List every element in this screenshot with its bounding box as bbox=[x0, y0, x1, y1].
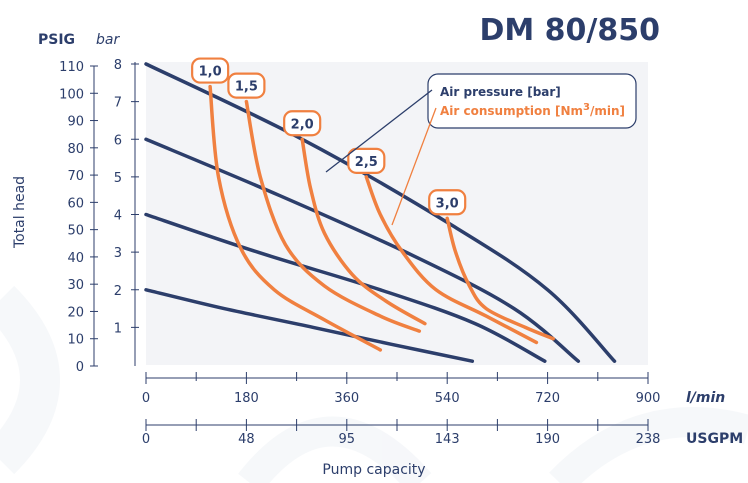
bar-tick-label: 1 bbox=[114, 321, 122, 336]
callout-label: 1,0 bbox=[199, 65, 222, 80]
y-axis-label: Total head bbox=[12, 176, 28, 249]
psig-tick-label: 90 bbox=[67, 115, 84, 130]
legend-consumption-pre: Air consumption [Nm bbox=[440, 104, 583, 118]
bar-tick-label: 7 bbox=[114, 96, 122, 111]
x-tick-label-lmin: 180 bbox=[234, 391, 259, 406]
y-unit-left-label: PSIG bbox=[38, 32, 75, 48]
bar-tick-label: 4 bbox=[114, 209, 122, 224]
legend-consumption-post: /min] bbox=[590, 104, 625, 118]
air-consumption-line-3 bbox=[300, 137, 427, 326]
psig-tick-label: 110 bbox=[59, 60, 84, 75]
bar-tick-label: 6 bbox=[114, 133, 122, 148]
callout-box bbox=[347, 147, 386, 174]
callout-label: 2,0 bbox=[291, 117, 314, 132]
callout-box bbox=[428, 189, 467, 216]
chart-title: DM 80/850 bbox=[479, 13, 660, 48]
psig-tick-label: 20 bbox=[67, 305, 84, 320]
x-tick-label-usgpm: 143 bbox=[435, 432, 460, 447]
bar-tick-label: 5 bbox=[114, 171, 122, 186]
air-consumption-line-4 bbox=[364, 175, 539, 345]
psig-tick-label: 80 bbox=[67, 142, 84, 157]
legend-box bbox=[427, 73, 637, 129]
consumption-callouts: 1,0 1,5 2,0 2,5 3,0 bbox=[191, 57, 467, 216]
x-tick-label-lmin: 360 bbox=[334, 391, 359, 406]
legend-pointer-pressure bbox=[325, 89, 433, 173]
psig-tick-label: 60 bbox=[67, 196, 84, 211]
x-tick-label-usgpm: 48 bbox=[238, 432, 255, 447]
x-tick-label-lmin: 720 bbox=[535, 391, 560, 406]
legend-entry-air-pressure: Air pressure [bar] bbox=[440, 85, 561, 99]
bar-tick-label: 2 bbox=[114, 284, 122, 299]
x-tick-label-usgpm: 238 bbox=[636, 432, 661, 447]
x-tick-label-lmin: 540 bbox=[435, 391, 460, 406]
legend-entry-air-consumption: Air consumption [Nm3/min] bbox=[440, 102, 625, 118]
air-consumption-line-5 bbox=[445, 216, 555, 341]
psig-tick-label: 50 bbox=[67, 224, 84, 239]
psig-tick-label: 100 bbox=[59, 87, 84, 102]
x-axis-label: Pump capacity bbox=[322, 462, 425, 478]
air-pressure-line-1 bbox=[144, 288, 475, 363]
legend-consumption-sup: 3 bbox=[583, 102, 590, 113]
psig-tick-label: 0 bbox=[76, 360, 84, 375]
bar-tick-label: 3 bbox=[114, 246, 122, 261]
callout-box bbox=[227, 72, 266, 99]
psig-tick-label: 30 bbox=[67, 278, 84, 293]
x-unit-bottom-label: USGPM bbox=[686, 431, 743, 447]
x-tick-label-lmin: 0 bbox=[142, 391, 150, 406]
air-consumption-series-group bbox=[208, 84, 555, 352]
x-unit-top-label: l/min bbox=[686, 390, 725, 406]
air-consumption-line-1 bbox=[208, 84, 383, 352]
callout-box bbox=[283, 110, 322, 137]
x-ticks-usgpm: 0 48 95 143 190 238 bbox=[142, 419, 661, 447]
psig-tick-label: 10 bbox=[67, 333, 84, 348]
x-tick-label-lmin: 900 bbox=[636, 391, 661, 406]
psig-ticks: 0 10 20 30 40 50 60 70 80 90 100 110 bbox=[59, 60, 98, 375]
bar-ticks: 1 2 3 4 5 6 7 8 bbox=[114, 58, 139, 336]
watermark-decoration bbox=[0, 285, 748, 483]
x-tick-label-usgpm: 0 bbox=[142, 432, 150, 447]
air-pressure-line-2 bbox=[144, 212, 547, 363]
psig-tick-label: 40 bbox=[67, 251, 84, 266]
legend-pointer-consumption bbox=[391, 107, 437, 226]
callout-box bbox=[191, 57, 230, 84]
psig-tick-label: 70 bbox=[67, 169, 84, 184]
callout-label: 1,5 bbox=[235, 80, 258, 95]
y-unit-right-label: bar bbox=[96, 32, 120, 48]
bar-tick-label: 8 bbox=[114, 58, 122, 73]
x-tick-label-usgpm: 95 bbox=[339, 432, 356, 447]
air-pressure-line-4 bbox=[144, 62, 617, 363]
x-ticks-lmin: 0 180 360 540 720 900 bbox=[142, 372, 661, 406]
air-consumption-line-2 bbox=[244, 99, 422, 333]
callout-label: 2,5 bbox=[355, 155, 378, 170]
legend: Air pressure [bar] Air consumption [Nm3/… bbox=[325, 73, 637, 226]
callout-label: 3,0 bbox=[436, 196, 459, 211]
x-tick-label-usgpm: 190 bbox=[535, 432, 560, 447]
